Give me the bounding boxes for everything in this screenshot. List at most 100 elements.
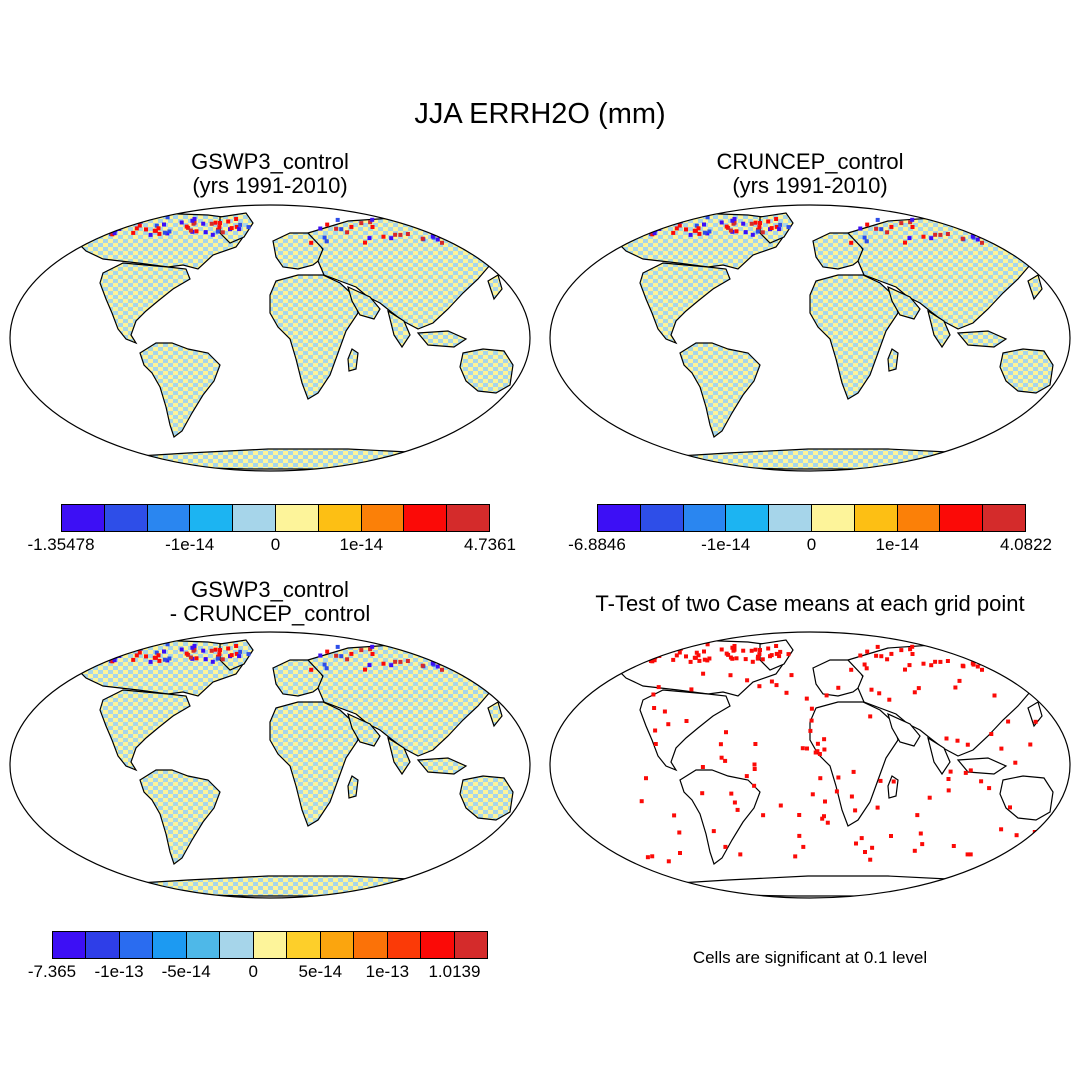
grid-cell xyxy=(194,229,199,234)
grid-cell xyxy=(496,235,501,240)
colorbar-swatch xyxy=(354,932,388,958)
grid-cell xyxy=(684,227,688,232)
grid-cell xyxy=(188,228,193,233)
grid-cell xyxy=(758,648,762,652)
grid-cell xyxy=(707,229,712,234)
grid-cell xyxy=(504,224,509,229)
grid-cell xyxy=(696,226,701,231)
grid-cell xyxy=(137,223,142,228)
significant-cell xyxy=(822,814,826,819)
grid-cell xyxy=(432,222,437,227)
grid-cell xyxy=(903,240,907,245)
landmass xyxy=(459,348,514,394)
significant-cell xyxy=(979,779,984,784)
grid-cell xyxy=(445,232,450,237)
grid-cell xyxy=(960,645,965,650)
grid-cell xyxy=(82,652,86,657)
grid-cell xyxy=(1055,651,1060,656)
grid-cell xyxy=(368,647,373,652)
grid-cell xyxy=(120,645,125,649)
grid-cell xyxy=(215,229,220,234)
landmass xyxy=(887,712,921,747)
significant-cell xyxy=(700,765,705,769)
grid-cell xyxy=(971,221,976,226)
grid-cell xyxy=(862,235,867,240)
grid-cell xyxy=(646,215,651,220)
map-panel-cruncep xyxy=(549,204,1071,472)
grid-cell xyxy=(985,232,990,237)
grid-cell xyxy=(719,220,724,225)
grid-cell xyxy=(324,666,329,671)
grid-cell xyxy=(749,221,754,226)
grid-cell xyxy=(460,665,465,670)
grid-cell xyxy=(162,657,167,662)
grid-cell xyxy=(960,663,965,668)
significant-cell xyxy=(700,791,705,796)
significant-cell xyxy=(1013,760,1018,765)
grid-cell xyxy=(849,667,854,672)
grid-cell xyxy=(432,649,437,654)
significant-cell xyxy=(752,767,757,771)
grid-cell xyxy=(975,237,980,242)
map-border xyxy=(9,204,531,472)
grid-cell xyxy=(662,643,667,648)
landmass xyxy=(679,769,761,865)
grid-cell xyxy=(985,659,990,664)
grid-cell xyxy=(420,645,425,650)
significant-cell xyxy=(656,685,661,690)
grid-cell xyxy=(875,644,880,649)
grid-cell xyxy=(162,222,166,227)
grid-cell xyxy=(858,653,863,658)
grid-cell xyxy=(469,236,474,241)
grid-cell xyxy=(774,217,779,221)
grid-cell xyxy=(705,658,710,663)
grid-cell xyxy=(688,232,693,237)
grid-cell xyxy=(165,642,170,647)
significant-cell xyxy=(989,732,994,736)
grid-cell xyxy=(148,659,153,664)
map-panel-ttest xyxy=(549,631,1071,899)
colorbar-tick-label: 5e-14 xyxy=(298,962,343,981)
significant-cell xyxy=(761,813,766,818)
grid-cell xyxy=(191,221,196,226)
grid-cell xyxy=(958,223,962,227)
grid-cell xyxy=(165,231,170,236)
grid-cell xyxy=(622,225,626,230)
colorbar-tick-label: -7.365 xyxy=(27,962,77,981)
significant-cell xyxy=(745,678,750,683)
grid-cell xyxy=(899,648,904,653)
landmass xyxy=(927,309,951,349)
significant-cell xyxy=(834,789,839,794)
grid-cell xyxy=(162,230,167,235)
grid-cell xyxy=(448,645,452,650)
grid-cell xyxy=(367,236,372,241)
grid-cell xyxy=(246,225,251,230)
grid-cell xyxy=(1032,655,1037,660)
colorbar-swatch xyxy=(253,932,288,958)
grid-cell xyxy=(778,222,783,227)
grid-cell xyxy=(441,226,446,231)
grid-cell xyxy=(995,230,1000,235)
grid-cell xyxy=(650,659,655,664)
grid-cell xyxy=(148,232,153,237)
significant-cell xyxy=(804,696,809,701)
grid-cell xyxy=(398,232,403,237)
significant-cell xyxy=(870,845,875,850)
grid-cell xyxy=(194,656,199,661)
grid-cell xyxy=(455,230,460,235)
grid-cell xyxy=(970,661,975,666)
grid-cell xyxy=(335,217,340,222)
grid-cell xyxy=(134,226,139,231)
grid-cell xyxy=(442,644,447,649)
grid-cell xyxy=(1052,220,1057,225)
significant-cell xyxy=(666,859,671,864)
grid-cell xyxy=(974,652,979,657)
grid-cell xyxy=(110,659,115,664)
grid-cell xyxy=(418,223,422,227)
grid-cell xyxy=(696,653,701,658)
grid-cell xyxy=(226,646,231,651)
significant-cell xyxy=(800,746,805,751)
landmass xyxy=(887,348,899,372)
significant-cell xyxy=(689,687,694,692)
grid-cell xyxy=(122,643,127,648)
